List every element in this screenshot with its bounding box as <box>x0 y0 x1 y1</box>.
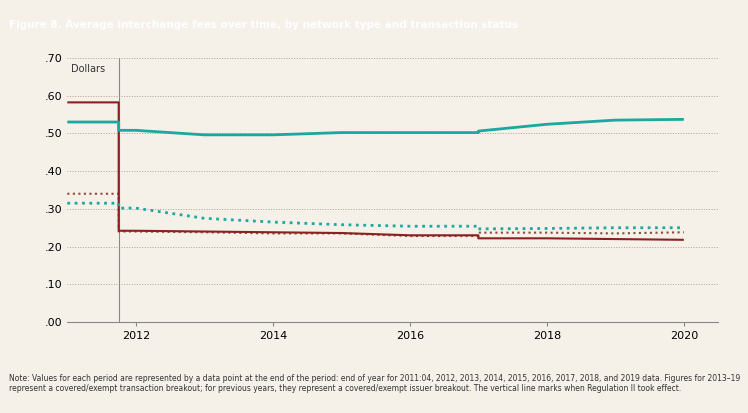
Text: Dollars: Dollars <box>70 64 105 74</box>
Text: Figure 8. Average interchange fees over time, by network type and transaction st: Figure 8. Average interchange fees over … <box>9 20 518 30</box>
Text: Note: Values for each period are represented by a data point at the end of the p: Note: Values for each period are represe… <box>9 374 741 393</box>
